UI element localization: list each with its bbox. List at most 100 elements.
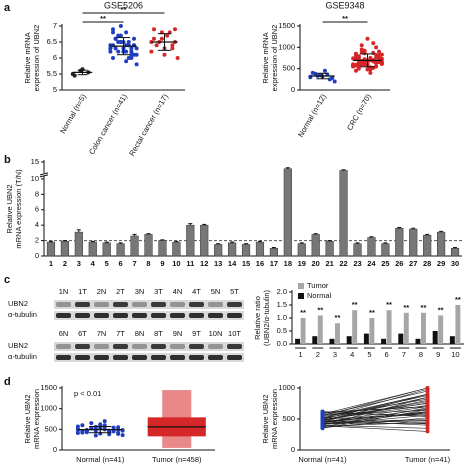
data-point (102, 419, 107, 424)
y-axis-label: Relative mRNA (261, 32, 270, 83)
bar (186, 224, 195, 257)
bar (367, 237, 376, 257)
data-point (425, 421, 430, 426)
y-tick-label: 1000 (278, 383, 295, 392)
x-tick-label: 1 (49, 259, 53, 268)
data-point (111, 30, 116, 35)
x-tick-label: 29 (437, 259, 445, 268)
data-point (75, 431, 80, 436)
blot-band (208, 302, 223, 307)
data-point (149, 49, 154, 54)
x-tick-label: 3 (333, 350, 337, 359)
axis-break-mark (39, 172, 49, 176)
data-point (89, 421, 94, 426)
y-tick-label: 4 (35, 220, 39, 229)
blot-band (56, 313, 71, 318)
blot-band (56, 344, 71, 349)
blot-band (132, 344, 147, 349)
data-point (113, 46, 118, 51)
x-tick-label: 14 (228, 259, 237, 268)
data-point (359, 43, 364, 48)
lane-label: 4N (173, 287, 183, 296)
blot-band (151, 344, 166, 349)
lane-label: 5T (230, 287, 239, 296)
pair-line (322, 413, 428, 420)
pair-line (322, 411, 428, 417)
bar (325, 241, 334, 257)
data-point (377, 49, 382, 54)
data-point (332, 79, 337, 84)
panel-label: b (4, 154, 11, 166)
bar (312, 336, 318, 344)
blot-band (113, 302, 128, 307)
data-point (134, 52, 139, 57)
data-point (374, 61, 379, 66)
x-tick-label: 12 (200, 259, 208, 268)
bar (74, 231, 83, 257)
x-tick-label: Tumor (n=458) (152, 455, 202, 464)
data-point (165, 33, 170, 38)
significance-label: ** (121, 5, 127, 14)
annotation: p < 0.01 (74, 389, 101, 398)
bar (369, 318, 375, 344)
bar-annotation: ** (300, 308, 306, 317)
data-point (353, 51, 358, 56)
blot-band (170, 313, 185, 318)
bar (395, 228, 404, 257)
data-point (425, 426, 430, 431)
lane-label: 9T (192, 329, 201, 338)
y-tick-label: 8 (35, 189, 39, 198)
data-point (129, 56, 134, 60)
bar-annotation: ** (421, 303, 427, 312)
data-point (124, 49, 129, 54)
blot-band (151, 302, 166, 307)
y-tick-label: 10 (31, 174, 39, 183)
lane-label: 1N (59, 287, 69, 296)
bar (255, 241, 265, 257)
pair-line (322, 393, 428, 419)
x-tick-label: 1 (299, 350, 303, 359)
data-point (320, 420, 325, 425)
y-tick-label: 500 (282, 414, 295, 423)
lane-label: 10N (209, 329, 223, 338)
y-tick-label: 0 (35, 251, 39, 260)
data-point (351, 63, 356, 68)
y-tick-label: 6 (35, 205, 39, 214)
x-tick-label: 8 (419, 350, 423, 359)
panel-label: c (4, 274, 10, 286)
blot-band (94, 355, 109, 360)
x-tick-label: 10 (172, 259, 180, 268)
x-tick-label: 25 (381, 259, 389, 268)
bar (346, 336, 352, 344)
blot-band (75, 355, 90, 360)
lane-label: 7T (116, 329, 125, 338)
data-point (374, 55, 379, 60)
data-point (118, 33, 123, 38)
bar (214, 244, 223, 257)
data-point (75, 424, 80, 429)
pair-line (322, 425, 428, 432)
pair-line (322, 406, 428, 414)
pair-line (322, 424, 428, 429)
bar (241, 244, 251, 257)
x-tick-label: 27 (409, 259, 417, 268)
lane-label: 10T (228, 329, 241, 338)
data-point (98, 422, 103, 427)
pair-line (322, 419, 428, 422)
x-tick-label: 7 (402, 350, 406, 359)
x-tick-label: 19 (298, 259, 306, 268)
lane-label: 7N (97, 329, 107, 338)
bar (449, 336, 455, 344)
x-tick-label: 15 (242, 259, 250, 268)
y-axis-label: expression of UBN2 (32, 25, 41, 92)
y-tick-label: 1.5 (277, 300, 287, 309)
pair-line (322, 408, 428, 424)
data-point (170, 43, 175, 48)
x-tick-label: 5 (367, 350, 371, 359)
bar-annotation: ** (352, 300, 358, 309)
pair-line (322, 387, 428, 415)
lane-label: 6T (78, 329, 87, 338)
y-axis-label: mRNA expression (32, 389, 41, 449)
x-tick-label: 10 (451, 350, 459, 359)
